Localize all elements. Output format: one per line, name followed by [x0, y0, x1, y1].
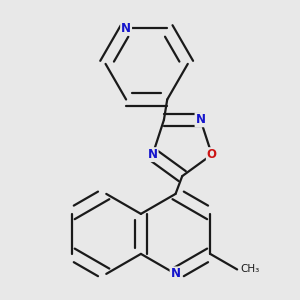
Text: O: O	[207, 148, 217, 161]
Text: N: N	[196, 113, 206, 126]
Text: N: N	[171, 267, 181, 280]
Text: CH₃: CH₃	[241, 264, 260, 274]
Text: N: N	[121, 22, 131, 35]
Text: N: N	[148, 148, 158, 161]
